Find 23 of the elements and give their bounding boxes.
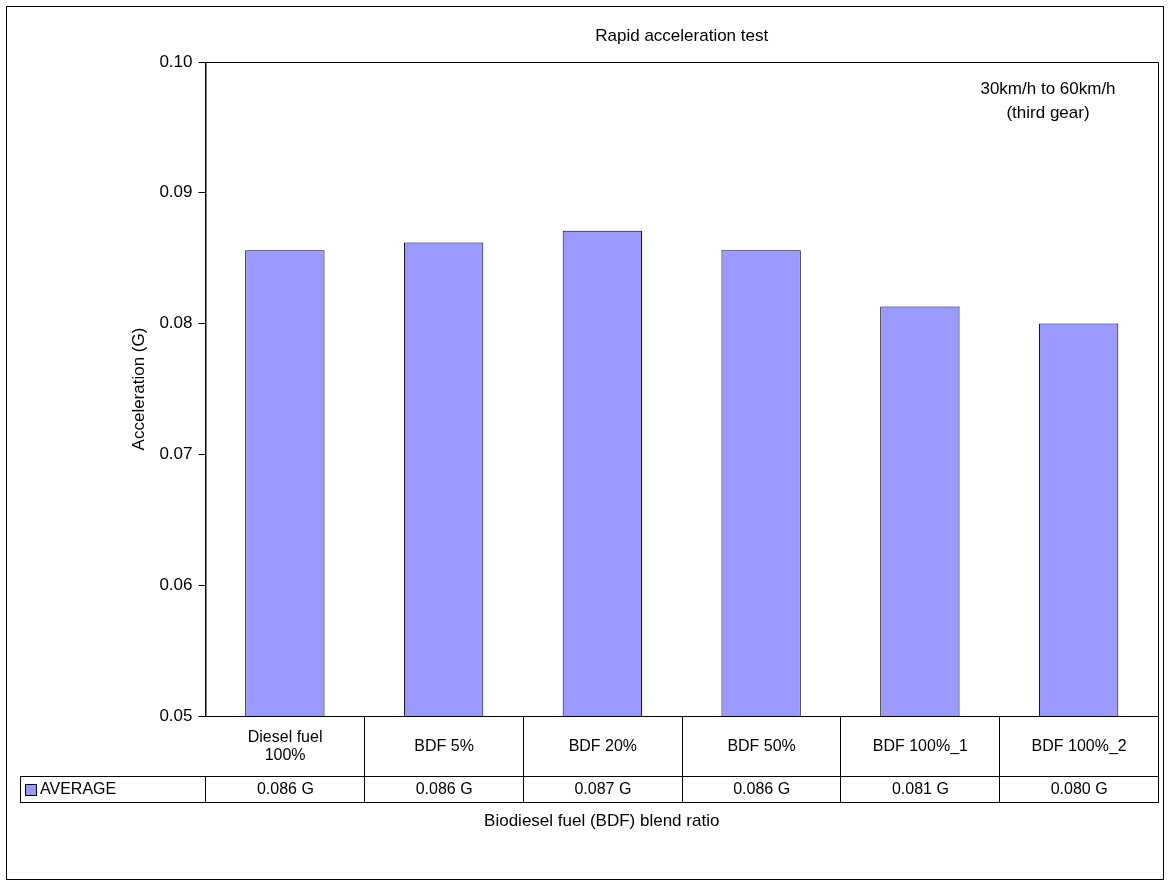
data-label: 0.086 G [364,776,524,802]
x-tick-label: BDF 20% [523,716,683,776]
y-tick-label: 0.07 [159,444,193,464]
y-tick-label: 0.08 [159,313,193,333]
x-tick-label: BDF 100%_2 [999,716,1159,776]
y-tick-label: 0.06 [159,574,193,594]
data-label: 0.080 G [999,776,1159,802]
x-tick-label: BDF 5% [364,716,524,776]
y-tick-label: 0.09 [159,182,193,202]
y-axis-title: Acceleration (G) [128,327,148,451]
y-tick-label: 0.10 [159,51,193,71]
annotation: 30km/h to 60km/h (third gear) [980,79,1116,122]
x-tick-label: BDF 100%_1 [840,716,1000,776]
legend-label: AVERAGE [20,776,206,802]
data-label: 0.081 G [840,776,1000,802]
x-axis-title: Biodiesel fuel (BDF) blend ratio [484,811,720,831]
data-label: 0.086 G [682,776,841,802]
data-label: 0.086 G [205,776,365,802]
data-label: 0.087 G [523,776,683,802]
y-tick-label: 0.05 [159,705,193,725]
x-tick-label: BDF 50% [682,716,841,776]
x-tick-label: Diesel fuel 100% [205,716,365,776]
chart-title: Rapid acceleration test [595,26,769,46]
